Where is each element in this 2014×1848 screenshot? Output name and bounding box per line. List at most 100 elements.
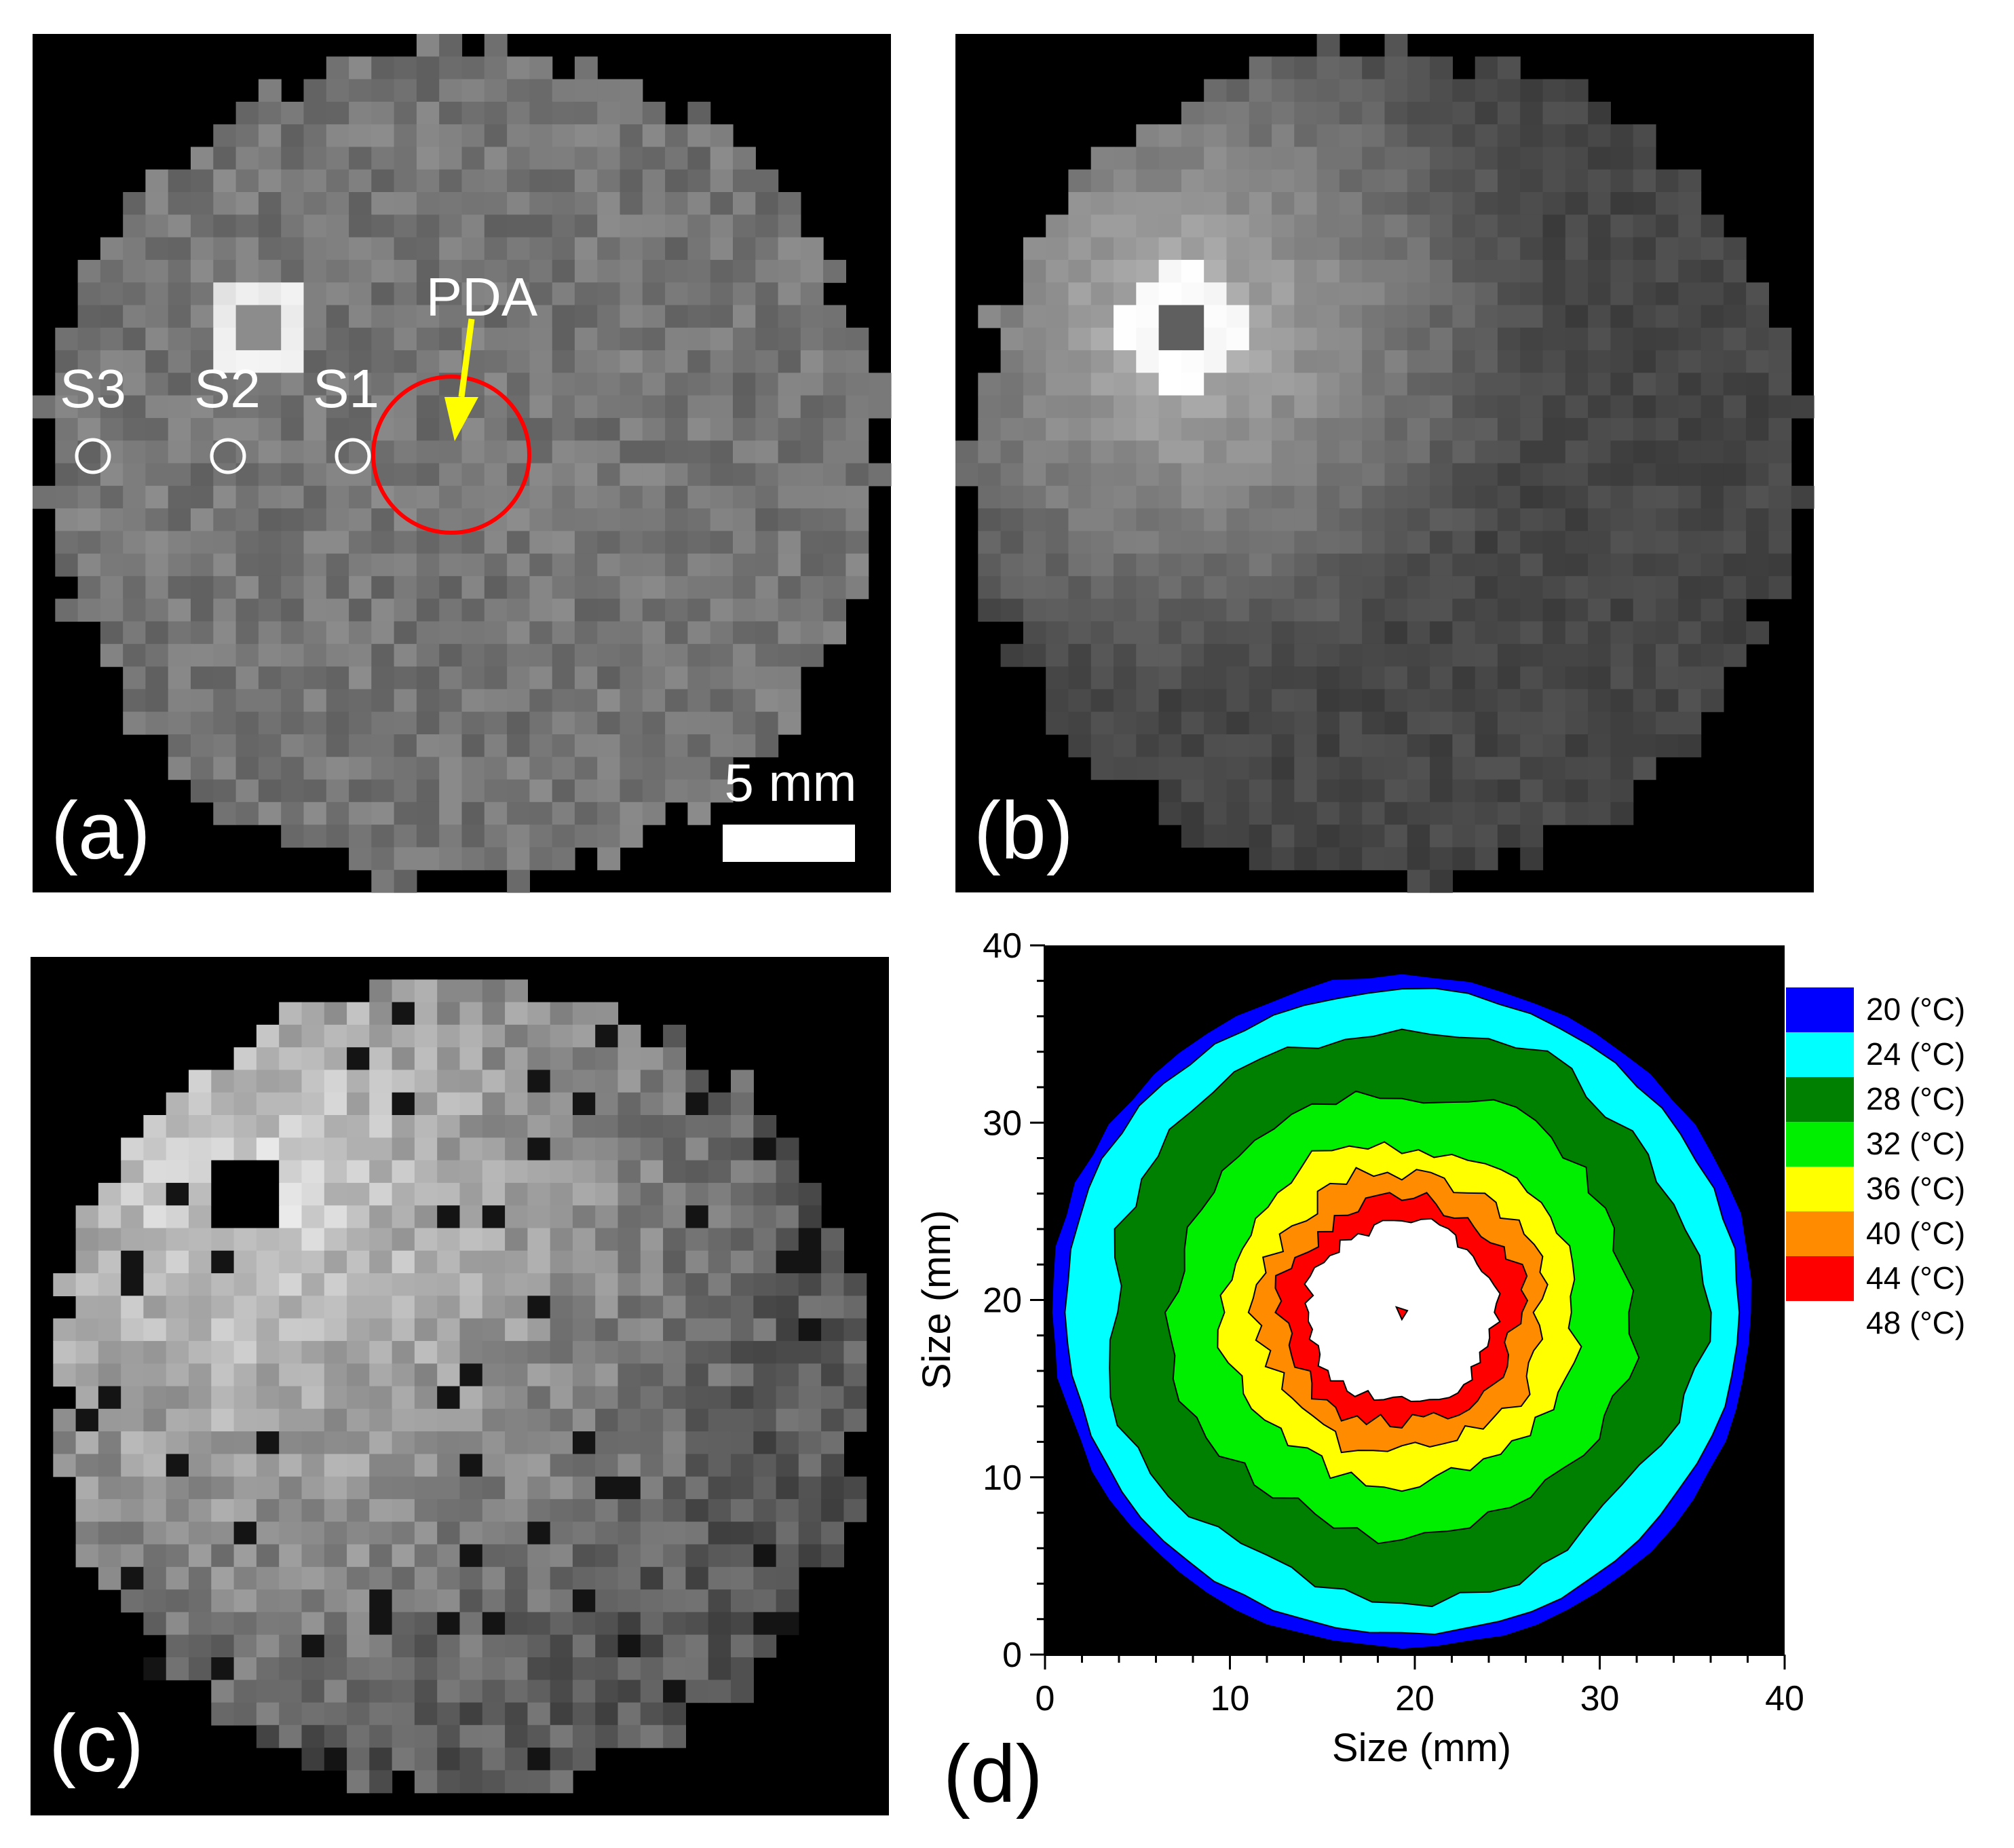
image-pixel <box>1339 79 1363 102</box>
image-pixel <box>597 531 621 554</box>
image-pixel <box>371 802 395 825</box>
image-pixel <box>439 576 463 599</box>
image-pixel <box>708 1228 732 1251</box>
image-pixel <box>256 1273 280 1296</box>
image-pixel <box>235 599 259 622</box>
image-pixel <box>1610 802 1634 825</box>
image-pixel <box>597 417 621 441</box>
image-pixel <box>394 734 417 757</box>
image-pixel <box>369 1566 393 1590</box>
image-pixel <box>552 666 575 690</box>
image-pixel <box>1542 779 1566 803</box>
image-pixel <box>505 1070 528 1093</box>
image-pixel <box>597 147 621 170</box>
image-pixel <box>100 417 124 441</box>
image-pixel <box>1158 553 1182 577</box>
image-pixel <box>123 373 147 396</box>
image-pixel <box>1633 237 1656 261</box>
image-pixel <box>529 169 553 193</box>
image-pixel <box>1542 79 1566 102</box>
image-pixel <box>708 1160 732 1184</box>
image-pixel <box>1633 531 1656 554</box>
image-pixel <box>574 553 598 577</box>
image-pixel <box>1384 825 1408 848</box>
image-pixel <box>369 979 393 1003</box>
image-pixel <box>1158 282 1182 306</box>
image-pixel <box>1700 237 1724 261</box>
image-pixel <box>143 1137 167 1161</box>
image-pixel <box>1114 711 1137 735</box>
image-pixel <box>123 666 147 690</box>
image-pixel <box>665 169 688 193</box>
image-pixel <box>595 1612 619 1636</box>
legend: 20 (°C)24 (°C)28 (°C)32 (°C)36 (°C)40 (°… <box>1786 987 1965 1346</box>
image-pixel <box>145 508 169 531</box>
image-pixel <box>324 1363 347 1387</box>
image-pixel <box>1226 124 1250 148</box>
image-pixel <box>191 237 214 261</box>
image-pixel <box>189 1182 212 1206</box>
image-pixel <box>572 1408 596 1432</box>
image-pixel <box>527 1454 551 1477</box>
image-pixel <box>349 825 372 848</box>
image-pixel <box>98 1522 121 1545</box>
image-pixel <box>1204 147 1228 170</box>
image-pixel <box>1339 485 1363 509</box>
image-pixel <box>1475 147 1498 170</box>
image-pixel <box>484 757 508 780</box>
image-pixel <box>595 1680 619 1703</box>
image-pixel <box>1090 508 1114 531</box>
image-pixel <box>1565 779 1589 803</box>
image-pixel <box>529 440 553 464</box>
image-pixel <box>1384 621 1408 645</box>
image-pixel <box>1542 169 1566 193</box>
image-pixel <box>1158 576 1182 599</box>
image-pixel <box>505 1182 528 1206</box>
image-pixel <box>100 327 124 351</box>
image-pixel <box>301 1724 325 1748</box>
image-pixel <box>620 282 643 306</box>
image-pixel <box>484 440 508 464</box>
image-pixel <box>505 1205 528 1229</box>
image-pixel <box>1475 643 1498 667</box>
image-pixel <box>324 1522 347 1545</box>
image-pixel <box>1520 576 1544 599</box>
image-pixel <box>281 373 305 396</box>
image-pixel <box>1588 485 1611 509</box>
image-pixel <box>189 1250 212 1274</box>
image-pixel <box>484 417 508 441</box>
image-pixel <box>527 1657 551 1680</box>
image-pixel <box>640 1182 664 1206</box>
image-pixel <box>1407 666 1430 690</box>
image-pixel <box>392 1002 415 1025</box>
image-pixel <box>846 417 869 441</box>
image-pixel <box>1023 395 1046 419</box>
image-pixel <box>301 1296 325 1319</box>
image-pixel <box>1158 599 1182 622</box>
image-pixel <box>1430 869 1453 893</box>
image-pixel <box>437 1092 461 1116</box>
image-pixel <box>143 1318 167 1342</box>
image-pixel <box>778 417 801 441</box>
image-pixel <box>1090 169 1114 193</box>
image-pixel <box>77 350 101 373</box>
image-pixel <box>143 1454 167 1477</box>
image-pixel <box>572 1498 596 1522</box>
image-pixel <box>552 621 575 645</box>
image-pixel <box>798 1182 822 1206</box>
image-pixel <box>414 1205 438 1229</box>
image-pixel <box>439 599 463 622</box>
image-pixel <box>1678 666 1702 690</box>
image-pixel <box>123 327 147 351</box>
image-pixel <box>1204 124 1228 148</box>
image-pixel <box>1046 327 1069 351</box>
image-pixel <box>143 1566 167 1590</box>
image-pixel <box>776 1431 799 1454</box>
image-pixel <box>1565 711 1589 735</box>
image-pixel <box>1114 621 1137 645</box>
image-pixel <box>1542 666 1566 690</box>
image-pixel <box>1068 395 1092 419</box>
image-pixel <box>595 1115 619 1138</box>
image-pixel <box>574 282 598 306</box>
